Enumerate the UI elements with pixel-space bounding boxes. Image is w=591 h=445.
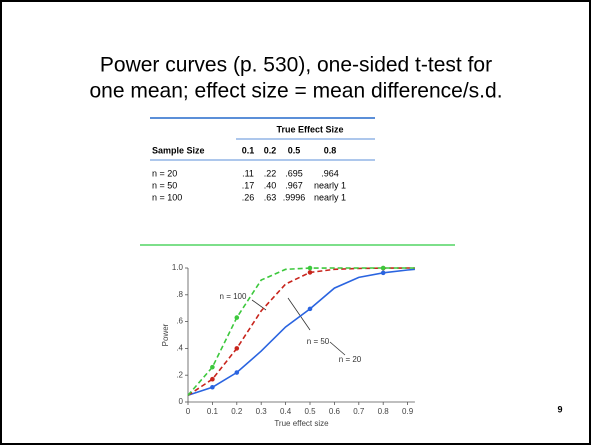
table-cell: nearly 1: [314, 180, 346, 190]
title-line: one mean; effect size = mean difference/…: [89, 80, 502, 103]
table-group-header: True Effect Size: [276, 124, 343, 134]
x-tick-label: 0.2: [231, 407, 243, 416]
table-header: 0.8: [324, 145, 337, 155]
table-header: 0.5: [288, 145, 301, 155]
x-tick-label: 0.5: [304, 407, 316, 416]
series-point: [307, 270, 313, 275]
y-tick-label: .6: [176, 317, 183, 326]
table-cell: .22: [264, 168, 277, 178]
y-tick-label: 0: [179, 397, 184, 406]
arrow: [287, 297, 311, 331]
page-number: 9: [557, 404, 562, 414]
x-axis-label: True effect size: [274, 419, 329, 428]
series-point: [210, 384, 215, 390]
x-tick-label: 0.3: [256, 407, 268, 416]
table-cell: n = 50: [152, 180, 177, 190]
table-cell: .11: [242, 168, 254, 178]
x-tick-label: 0.6: [329, 407, 341, 416]
table-header: 0.2: [264, 145, 277, 155]
table-cell: .63: [264, 192, 277, 202]
table-header: Sample Size: [152, 145, 205, 155]
y-tick-label: .2: [176, 370, 183, 379]
table-header: 0.1: [242, 145, 255, 155]
series-annotation: n = 20: [339, 355, 362, 364]
table-cell: .26: [242, 192, 255, 202]
x-tick-label: 0.4: [280, 407, 292, 416]
table-cell: .40: [264, 180, 277, 190]
table-cell: .9996: [283, 192, 306, 202]
y-tick-label: .8: [176, 290, 183, 299]
table-cell: n = 100: [152, 192, 182, 202]
x-tick-label: 0.8: [378, 407, 390, 416]
series-point: [210, 376, 215, 382]
x-tick-label: 0.9: [402, 407, 414, 416]
series-point: [234, 346, 240, 351]
table-cell: .695: [285, 168, 303, 178]
series-point: [234, 370, 240, 375]
table-cell: .964: [321, 168, 339, 178]
y-tick-label: 1.0: [172, 263, 184, 272]
series-point: [380, 265, 386, 271]
table-cell: .17: [242, 180, 255, 190]
table-cell: .967: [285, 180, 303, 190]
series-point: [307, 265, 313, 271]
series-annotation: n = 50: [307, 337, 330, 346]
y-tick-label: .4: [176, 344, 183, 353]
arrow: [329, 341, 346, 356]
table-cell: nearly 1: [314, 192, 346, 202]
y-axis-label: Power: [161, 323, 170, 346]
series-point: [307, 306, 313, 312]
x-tick-label: 0.7: [353, 407, 365, 416]
series-point: [234, 315, 240, 320]
title-line: Power curves (p. 530), one-sided t-test …: [100, 54, 492, 77]
series-point: [380, 270, 386, 276]
series-point: [210, 364, 215, 370]
table-cell: n = 20: [152, 168, 177, 178]
x-tick-label: 0.1: [207, 407, 219, 416]
series-annotation: n = 100: [220, 292, 247, 301]
x-tick-label: 0: [186, 407, 191, 416]
